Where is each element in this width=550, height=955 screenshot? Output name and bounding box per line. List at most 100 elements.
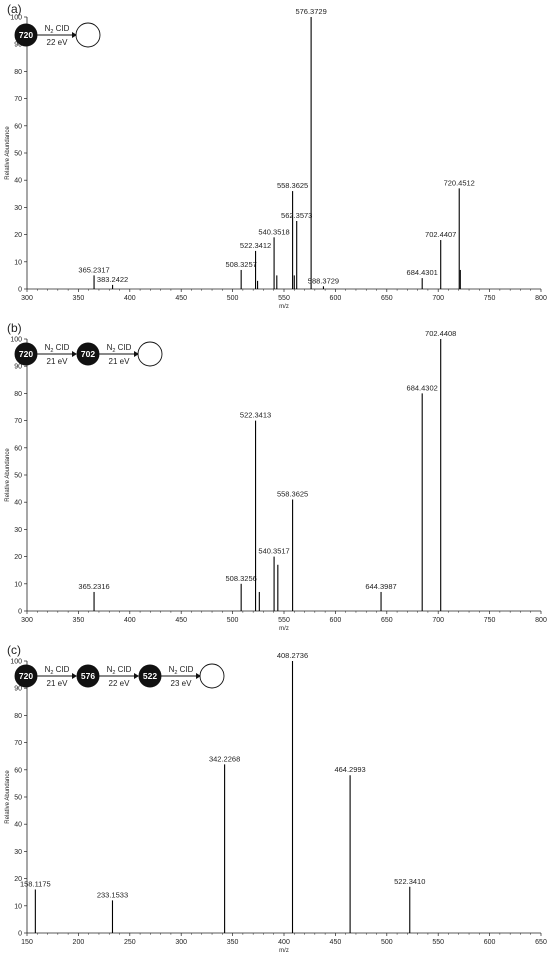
y-tick-label: 0 [18,931,22,938]
y-tick-label: 0 [18,609,22,616]
gas-subscript: 2 [50,670,53,676]
peak-label: 464.2993 [334,765,365,774]
collision-energy-label: 21 eV [47,679,69,688]
ion-mz-label: 522 [143,671,157,681]
peak-label: 365.2317 [78,265,109,274]
peak-label: 684.4301 [407,268,438,277]
y-tick-label: 70 [14,418,22,425]
x-tick-label: 550 [432,939,444,946]
x-tick-label: 800 [535,295,547,302]
peak-label: 684.4302 [407,383,438,392]
cid-gas-label: N2 CID [45,665,70,676]
y-tick-label: 100 [10,15,22,22]
arrow-head-icon [72,673,77,679]
collision-energy-label: 22 eV [109,679,131,688]
cid-text: CID [53,24,69,33]
peak-label: 233.1533 [97,890,128,899]
y-tick-label: 50 [14,151,22,158]
gas-symbol: N [45,343,51,352]
x-tick-label: 650 [381,295,393,302]
y-tick-label: 20 [14,554,22,561]
gas-subscript: 2 [112,670,115,676]
product-ion-node [199,663,225,689]
x-tick-label: 650 [535,939,547,946]
y-tick-label: 10 [14,903,22,910]
y-axis-title: Relative Abundance [5,126,11,180]
cid-text: CID [115,343,131,352]
spectrum-panel: (b) 0 10 20 30 40 50 60 70 80 90 100 300 350 400 450 500… [5,321,547,632]
cid-gas-label: N2 CID [45,343,70,354]
gas-symbol: N [107,665,113,674]
collision-energy-label: 23 eV [171,679,193,688]
y-tick-label: 80 [14,69,22,76]
collision-energy-label: 21 eV [109,357,131,366]
y-tick-label: 60 [14,445,22,452]
peak-label: 644.3987 [365,582,396,591]
y-tick-label: 30 [14,527,22,534]
arrow-head-icon [134,673,139,679]
x-tick-label: 300 [21,617,33,624]
peak-label: 576.3729 [295,7,326,16]
y-tick-label: 40 [14,822,22,829]
x-tick-label: 750 [484,295,496,302]
x-tick-label: 300 [21,295,33,302]
spectrum-panel: (a) 0 10 20 30 40 50 60 70 80 90 100 300 350 400 450 500… [5,2,547,310]
y-tick-label: 70 [14,740,22,747]
x-tick-label: 350 [73,295,85,302]
y-tick-label: 100 [10,659,22,666]
gas-symbol: N [107,343,113,352]
peak-label: 702.4407 [425,230,456,239]
x-tick-label: 350 [227,939,239,946]
x-tick-label: 450 [175,295,187,302]
y-tick-label: 50 [14,473,22,480]
peak-label: 342.2268 [209,754,240,763]
peak-label: 558.3625 [277,489,308,498]
y-tick-label: 40 [14,500,22,507]
panel-label: (a) [7,2,22,16]
y-tick-label: 30 [14,849,22,856]
x-tick-label: 400 [124,617,136,624]
y-axis-title: Relative Abundance [5,448,11,502]
y-tick-label: 100 [10,337,22,344]
ion-mz-label: 576 [81,671,95,681]
x-tick-label: 550 [278,617,290,624]
x-axis-title: m/z [279,626,289,632]
gas-subscript: 2 [112,348,115,354]
collision-energy-label: 22 eV [47,38,69,47]
y-tick-label: 90 [14,42,22,49]
x-tick-label: 650 [381,617,393,624]
ion-mz-label: 702 [81,349,95,359]
ion-mz-label: 720 [19,671,33,681]
y-tick-label: 30 [14,205,22,212]
cid-text: CID [115,665,131,674]
gas-subscript: 2 [174,670,177,676]
cid-gas-label: N2 CID [107,343,132,354]
x-tick-label: 600 [330,617,342,624]
spectrum-panel: (c) 0 10 20 30 40 50 60 70 80 90 100 150 200 250 300 350… [5,643,547,954]
gas-symbol: N [45,24,51,33]
gas-symbol: N [45,665,51,674]
y-tick-label: 40 [14,178,22,185]
x-axis-title: m/z [279,948,289,954]
y-tick-label: 90 [14,364,22,371]
x-tick-label: 300 [175,939,187,946]
x-axis-title: m/z [279,304,289,310]
x-tick-label: 500 [381,939,393,946]
cid-text: CID [53,665,69,674]
y-tick-label: 70 [14,96,22,103]
x-tick-label: 200 [73,939,85,946]
x-tick-label: 400 [124,295,136,302]
cid-gas-label: N2 CID [169,665,194,676]
peak-label: 702.4408 [425,329,456,338]
peak-label: 508.3257 [226,260,257,269]
peak-label: 558.3625 [277,181,308,190]
x-tick-label: 700 [432,617,444,624]
y-tick-label: 10 [14,259,22,266]
y-tick-label: 10 [14,581,22,588]
peak-label: 540.3518 [258,227,289,236]
peak-label: 383.2422 [97,275,128,284]
ion-mz-label: 720 [19,349,33,359]
x-tick-label: 400 [278,939,290,946]
y-tick-label: 90 [14,686,22,693]
